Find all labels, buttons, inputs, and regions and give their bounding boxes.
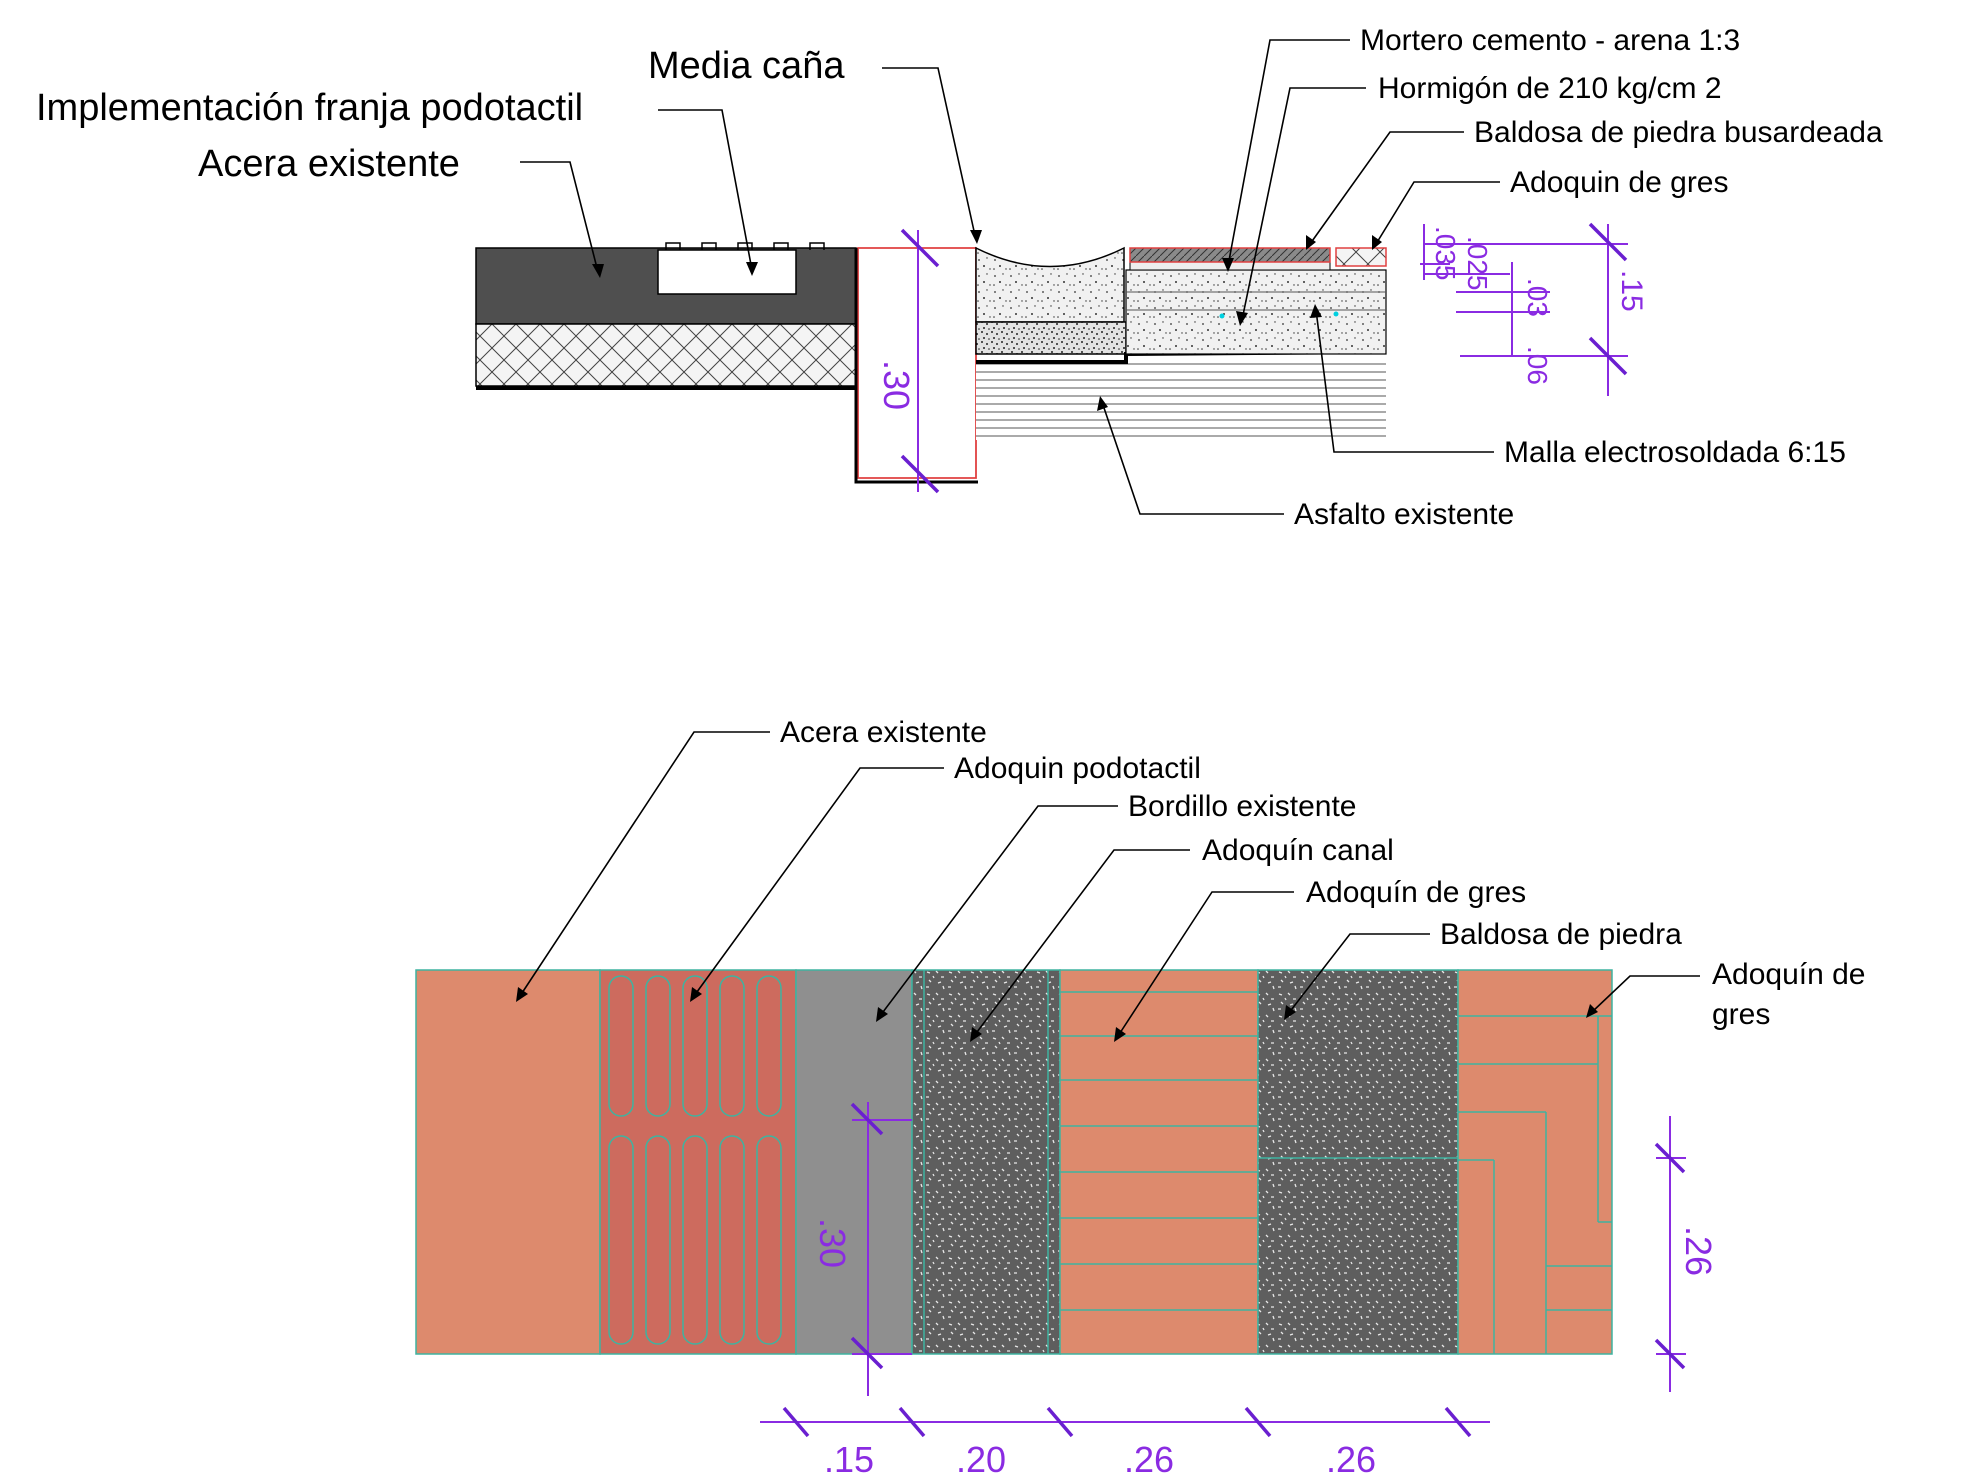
- dim-curb-height: .30: [876, 360, 917, 410]
- plan-adoquin-podotactil: [599, 969, 797, 1355]
- leader-arrowhead: [1097, 396, 1108, 411]
- leader-arrowhead: [690, 987, 702, 1002]
- plan-bordillo-existente: [795, 969, 913, 1355]
- leader-plan-gres1: [1117, 891, 1294, 1037]
- leader-implementacion: [658, 109, 753, 271]
- section-view: Implementación franja podotactil Media c…: [36, 24, 1883, 531]
- label-plan-gres2-line1: Adoquín de: [1712, 958, 1865, 991]
- dim-plan-w1: .15: [824, 1439, 874, 1480]
- leader-hormigon: [1241, 87, 1366, 321]
- plan-view: Acera existente Adoquin podotactil Bordi…: [415, 716, 1865, 1480]
- label-asfalto: Asfalto existente: [1294, 498, 1514, 531]
- leader-arrowhead: [1284, 1005, 1296, 1020]
- media-cana-block: [975, 246, 1125, 323]
- leader-arrowhead: [1586, 1004, 1598, 1018]
- plan-dim-bottom: .15 .20 .26 .26: [760, 1406, 1490, 1480]
- leader-arrowhead: [970, 230, 982, 244]
- plan-acera-existente: [415, 969, 601, 1355]
- leader-arrowhead: [1222, 258, 1234, 272]
- leader-asfalto: [1101, 401, 1284, 515]
- leader-media-cana: [882, 67, 977, 241]
- label-adoquin: Adoquin de gres: [1510, 166, 1729, 199]
- dim-025: .025: [1462, 236, 1493, 291]
- dim-plan-w2: .20: [956, 1439, 1006, 1480]
- dim-035: .035: [1430, 226, 1461, 281]
- plan-dim-left: .30: [812, 1102, 912, 1396]
- plan-adoquin-canal: [911, 969, 1061, 1355]
- leader-arrowhead: [746, 262, 758, 276]
- dim-plan-w3: .26: [1124, 1439, 1174, 1480]
- label-plan-bordillo: Bordillo existente: [1128, 790, 1356, 823]
- leader-arrowhead: [592, 264, 604, 278]
- leader-plan-bordillo: [879, 805, 1118, 1017]
- leader-mortero: [1227, 39, 1350, 267]
- plan-adoquin-gres-2: [1457, 969, 1613, 1355]
- label-plan-podotactil: Adoquin podotactil: [954, 752, 1201, 785]
- dim-plan-height-left: .30: [812, 1218, 853, 1268]
- leader-plan-acera: [519, 731, 770, 997]
- dim-03: .03: [1522, 278, 1553, 317]
- label-mortero: Mortero cemento - arena 1:3: [1360, 24, 1740, 57]
- concrete-slab: [1125, 269, 1387, 355]
- rebar-dot: [1219, 313, 1225, 319]
- label-plan-gres1: Adoquín de gres: [1306, 876, 1526, 909]
- leader-arrowhead: [970, 1027, 982, 1042]
- leader-plan-podotactil: [693, 767, 944, 997]
- acera-base-hatch: [475, 323, 857, 387]
- section-dim-curb: .30: [876, 228, 940, 494]
- leader-arrowhead: [1310, 304, 1322, 318]
- leader-arrowhead: [1236, 311, 1248, 326]
- label-plan-gres2-line2: gres: [1712, 998, 1770, 1031]
- label-hormigon: Hormigón de 210 kg/cm 2: [1378, 72, 1722, 105]
- dim-15: .15: [1615, 270, 1648, 312]
- label-malla: Malla electrosoldada 6:15: [1504, 436, 1846, 469]
- gres-1-joints: [1060, 991, 1258, 1311]
- leader-arrowhead: [1114, 1027, 1126, 1042]
- label-plan-baldosa: Baldosa de piedra: [1440, 918, 1682, 951]
- leader-adoquin: [1375, 181, 1500, 245]
- label-implementacion: Implementación franja podotactil: [36, 87, 583, 129]
- leader-plan-gres2: [1591, 975, 1700, 1013]
- leader-malla: [1315, 309, 1494, 453]
- leader-arrowhead: [1372, 235, 1382, 250]
- label-plan-acera: Acera existente: [780, 716, 987, 749]
- section-dim-layers: .035 .025 .03 .06 .15: [1420, 222, 1648, 396]
- leader-arrowhead: [516, 987, 528, 1002]
- plan-baldosa-piedra: [1257, 969, 1459, 1355]
- rebar-dot: [1333, 311, 1339, 317]
- leader-plan-canal: [973, 849, 1190, 1037]
- curb-outer-edge: [854, 248, 978, 484]
- plan-adoquin-gres-1: [1059, 969, 1259, 1355]
- leader-arrowhead: [1306, 235, 1316, 250]
- asfalto-existente: [976, 360, 1386, 440]
- plan-dim-right: .26: [1654, 1116, 1719, 1392]
- media-cana-base: [975, 321, 1127, 355]
- tactile-studs: [665, 242, 825, 250]
- dim-plan-height-right: .26: [1678, 1226, 1719, 1276]
- gres-2-joints: [1458, 1015, 1612, 1354]
- leader-baldosa: [1309, 131, 1464, 245]
- label-acera: Acera existente: [198, 143, 460, 185]
- dim-06: .06: [1522, 346, 1553, 385]
- podotactil-bars: [608, 975, 782, 1345]
- leader-acera: [520, 161, 599, 273]
- label-media-cana: Media caña: [648, 45, 845, 87]
- adoquin-gres-layer: [1335, 247, 1387, 267]
- dim-plan-w4: .26: [1326, 1439, 1376, 1480]
- leader-arrowhead: [876, 1007, 888, 1022]
- leader-plan-baldosa: [1287, 933, 1430, 1015]
- label-plan-canal: Adoquín canal: [1202, 834, 1394, 867]
- label-baldosa: Baldosa de piedra busardeada: [1474, 116, 1883, 149]
- tactile-block: [657, 249, 797, 295]
